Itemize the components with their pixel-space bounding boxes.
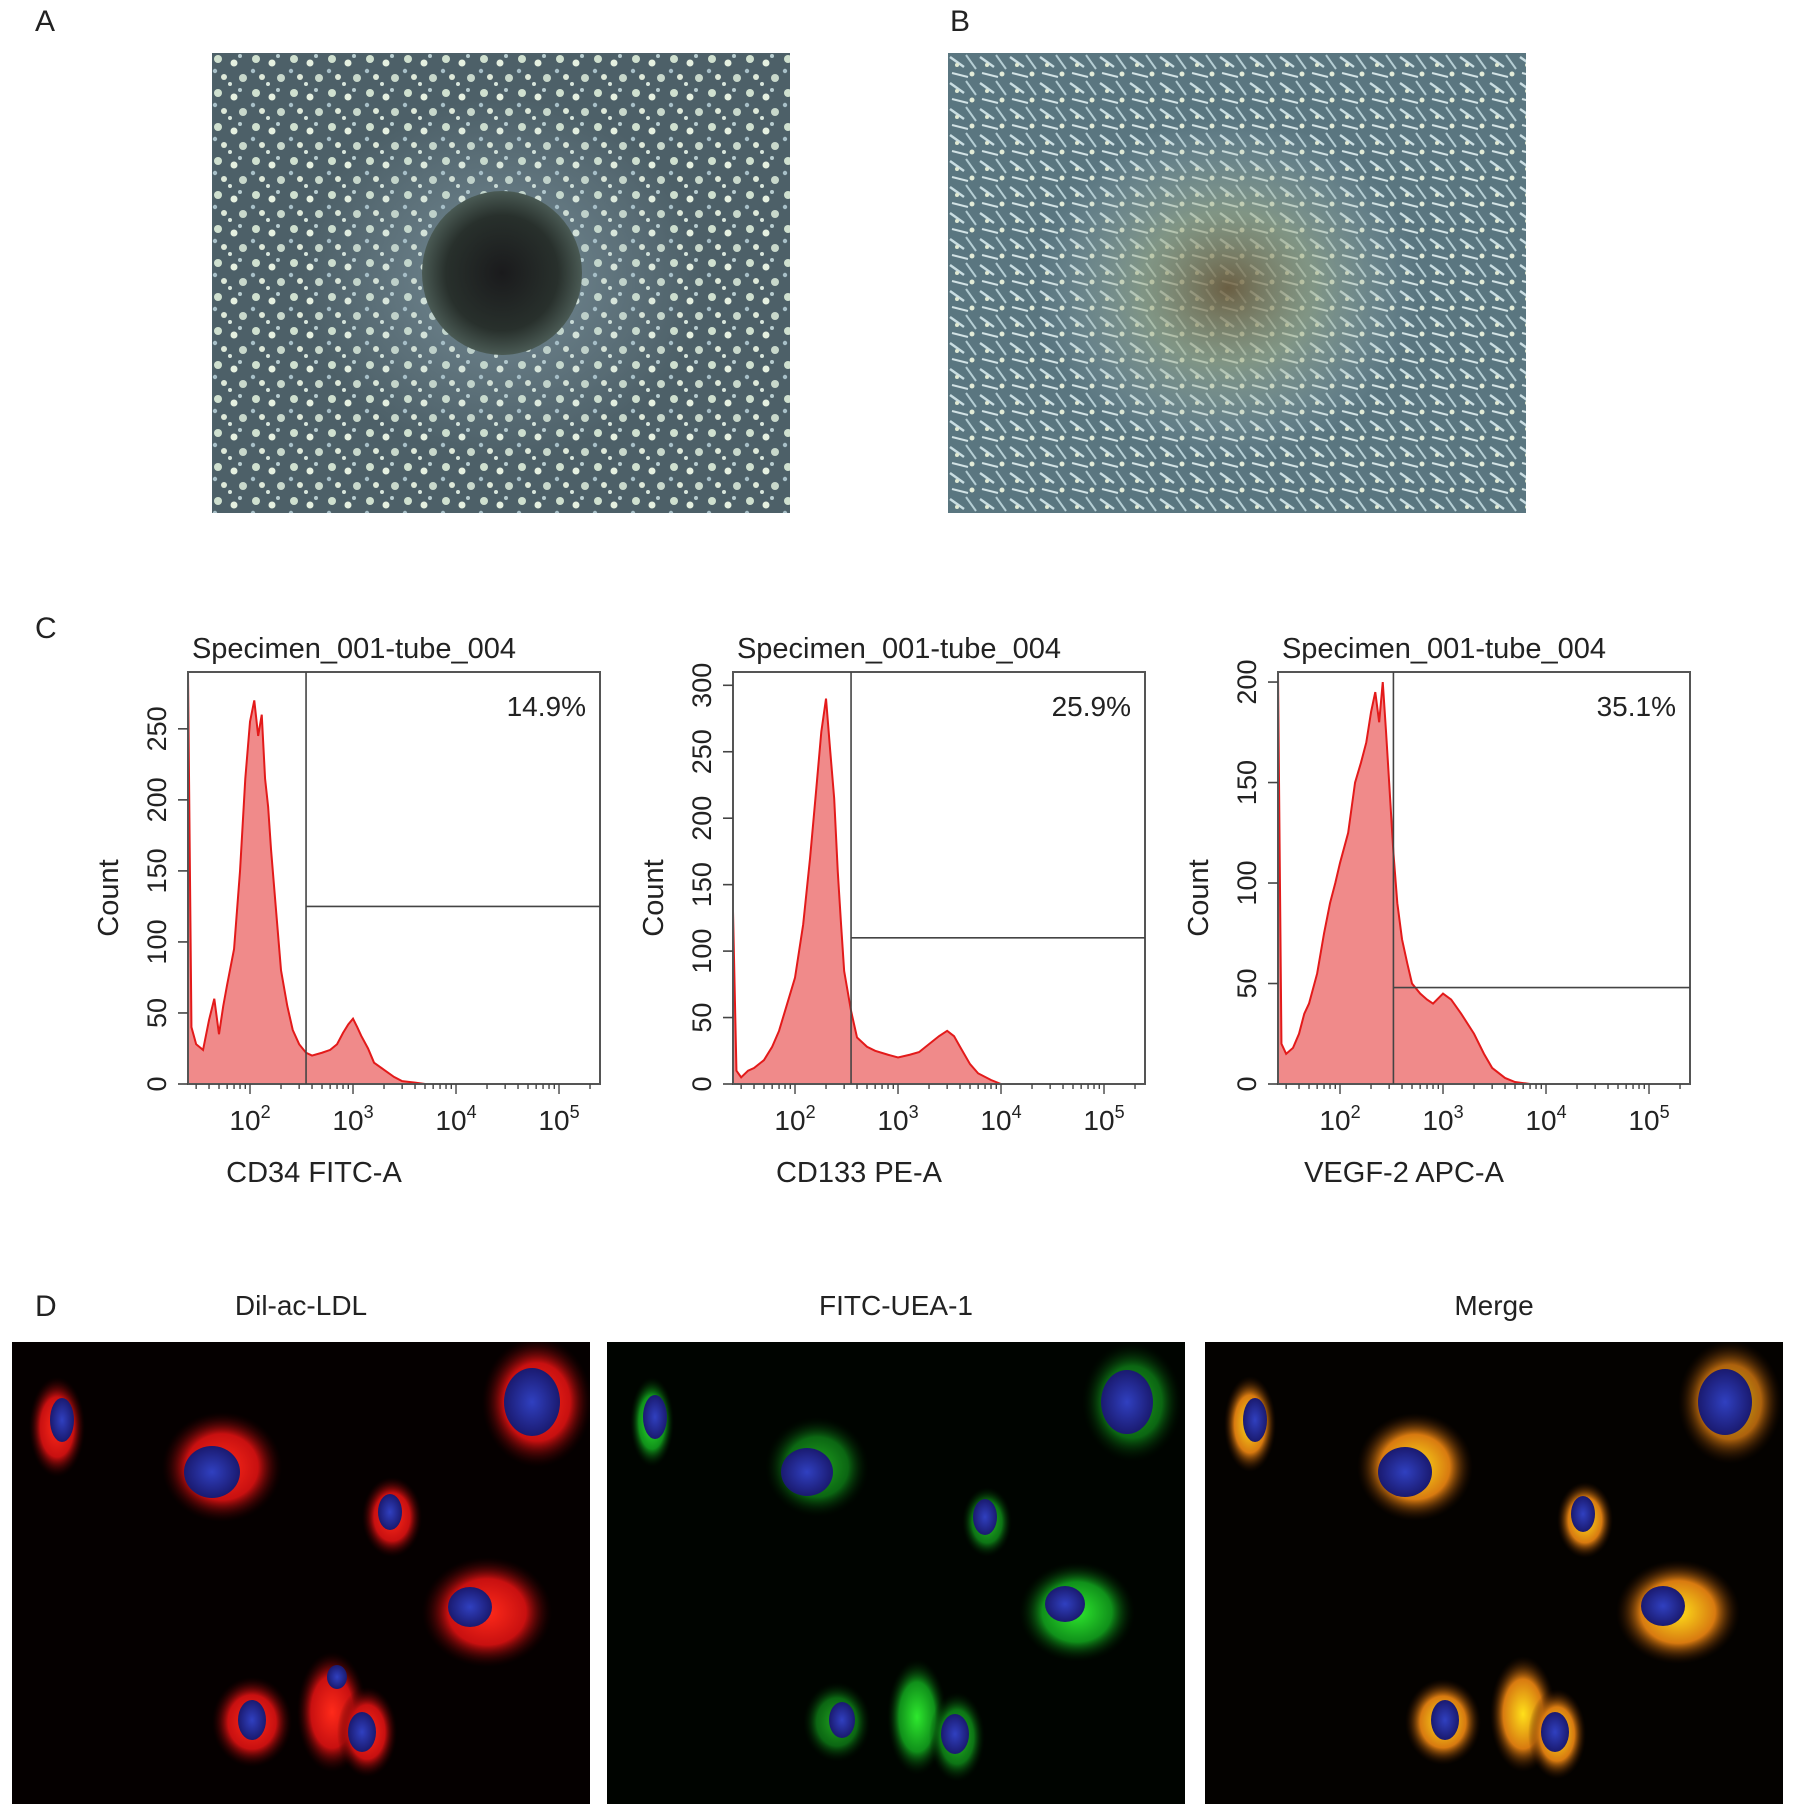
cd133-plot-frame bbox=[732, 671, 1146, 1085]
histogram-vegf2-svg: Specimen_001-tube_004 35.1% 0 50 100 150 200 Co… bbox=[1183, 633, 1691, 1189]
cd133-xlabel: CD133 PE-A bbox=[776, 1157, 943, 1189]
cd133-histogram-fill bbox=[733, 698, 1002, 1084]
panel-label-a: A bbox=[35, 5, 56, 38]
cd34-ytick-label: 0 bbox=[142, 1076, 172, 1091]
vegf2-title: Specimen_001-tube_004 bbox=[1282, 633, 1606, 665]
panel-label-d: D bbox=[35, 1290, 57, 1323]
fluorescence-title-fitc: FITC-UEA-1 bbox=[819, 1290, 973, 1321]
vegf2-ytick-label: 100 bbox=[1232, 860, 1262, 905]
vegf2-xtick-label: 105 bbox=[1628, 1102, 1669, 1136]
cd34-xtick-label: 105 bbox=[538, 1102, 579, 1136]
cd34-plot-frame bbox=[187, 671, 601, 1085]
vegf2-ytick-label: 150 bbox=[1232, 760, 1262, 805]
cd133-xtick-label: 104 bbox=[980, 1102, 1021, 1136]
cd34-histogram-fill bbox=[188, 672, 426, 1084]
vegf2-ytick-label: 200 bbox=[1232, 660, 1262, 705]
vegf2-xtick-label: 103 bbox=[1422, 1102, 1463, 1136]
cd133-xtick-label: 103 bbox=[877, 1102, 918, 1136]
vegf2-plot-frame bbox=[1277, 671, 1691, 1085]
cd34-ytick-label: 150 bbox=[142, 848, 172, 893]
histogram-vegf2: Specimen_001-tube_004 35.1% 0 50 100 150 200 Co… bbox=[1160, 620, 1700, 1190]
cd34-ylabel: Count bbox=[93, 859, 125, 936]
cd133-ytick-label: 250 bbox=[687, 729, 717, 774]
cd133-ylabel: Count bbox=[638, 859, 670, 936]
cd34-ytick-label: 100 bbox=[142, 919, 172, 964]
histogram-cd133: Specimen_001-tube_004 25.9% 0 50 100 150 200 25… bbox=[615, 620, 1155, 1190]
micrograph-a bbox=[212, 53, 790, 513]
cd34-histogram-line bbox=[187, 671, 426, 1085]
histogram-cd34: Specimen_001-tube_004 14.9% 0 50 100 150 200 25… bbox=[70, 620, 610, 1190]
cd34-gate-percent: 14.9% bbox=[507, 691, 586, 722]
cd34-xtick-label: 104 bbox=[435, 1102, 476, 1136]
vegf2-histogram-line bbox=[1277, 671, 1531, 1085]
vegf2-xlabel: VEGF-2 APC-A bbox=[1304, 1157, 1504, 1189]
cd133-histogram-line bbox=[732, 698, 1002, 1085]
cd133-ytick-label: 300 bbox=[687, 663, 717, 708]
cd34-xlabel: CD34 FITC-A bbox=[226, 1157, 402, 1189]
cd133-title: Specimen_001-tube_004 bbox=[737, 633, 1061, 665]
cd34-ytick-label: 250 bbox=[142, 706, 172, 751]
histogram-cd133-svg: Specimen_001-tube_004 25.9% 0 50 100 150 200 25… bbox=[638, 633, 1146, 1189]
cd34-ytick-label: 50 bbox=[142, 998, 172, 1028]
fluorescence-image-dil bbox=[12, 1342, 590, 1804]
cd34-title: Specimen_001-tube_004 bbox=[192, 633, 516, 665]
cd133-xtick-label: 105 bbox=[1083, 1102, 1124, 1136]
cd34-ytick-label: 200 bbox=[142, 777, 172, 822]
vegf2-xtick-label: 104 bbox=[1525, 1102, 1566, 1136]
vegf2-xtick-label: 102 bbox=[1319, 1102, 1360, 1136]
cd133-ytick-label: 100 bbox=[687, 929, 717, 974]
panel-label-c: C bbox=[35, 612, 57, 645]
cd133-ytick-label: 150 bbox=[687, 862, 717, 907]
fluorescence-title-dil: Dil-ac-LDL bbox=[234, 1290, 368, 1321]
cd133-ytick-label: 200 bbox=[687, 796, 717, 841]
cd133-ytick-label: 50 bbox=[687, 1003, 717, 1033]
cd133-xtick-label: 102 bbox=[774, 1102, 815, 1136]
micrograph-b bbox=[948, 53, 1526, 513]
fluorescence-image-fitc bbox=[607, 1342, 1185, 1804]
cd133-ytick-label: 0 bbox=[687, 1076, 717, 1091]
fluorescence-image-merge bbox=[1205, 1342, 1783, 1804]
histogram-cd34-svg: Specimen_001-tube_004 14.9% 0 50 100 150 200 25… bbox=[93, 633, 601, 1189]
vegf2-gate-percent: 35.1% bbox=[1597, 691, 1676, 722]
cd34-xtick-label: 102 bbox=[229, 1102, 270, 1136]
vegf2-histogram-fill bbox=[1278, 672, 1531, 1084]
cd34-xtick-label: 103 bbox=[332, 1102, 373, 1136]
cd133-gate-percent: 25.9% bbox=[1052, 691, 1131, 722]
vegf2-ylabel: Count bbox=[1183, 859, 1215, 936]
panel-label-b: B bbox=[950, 5, 971, 38]
fluorescence-title-merge: Merge bbox=[1454, 1290, 1534, 1321]
vegf2-ytick-label: 50 bbox=[1232, 968, 1262, 998]
vegf2-ytick-label: 0 bbox=[1232, 1076, 1262, 1091]
